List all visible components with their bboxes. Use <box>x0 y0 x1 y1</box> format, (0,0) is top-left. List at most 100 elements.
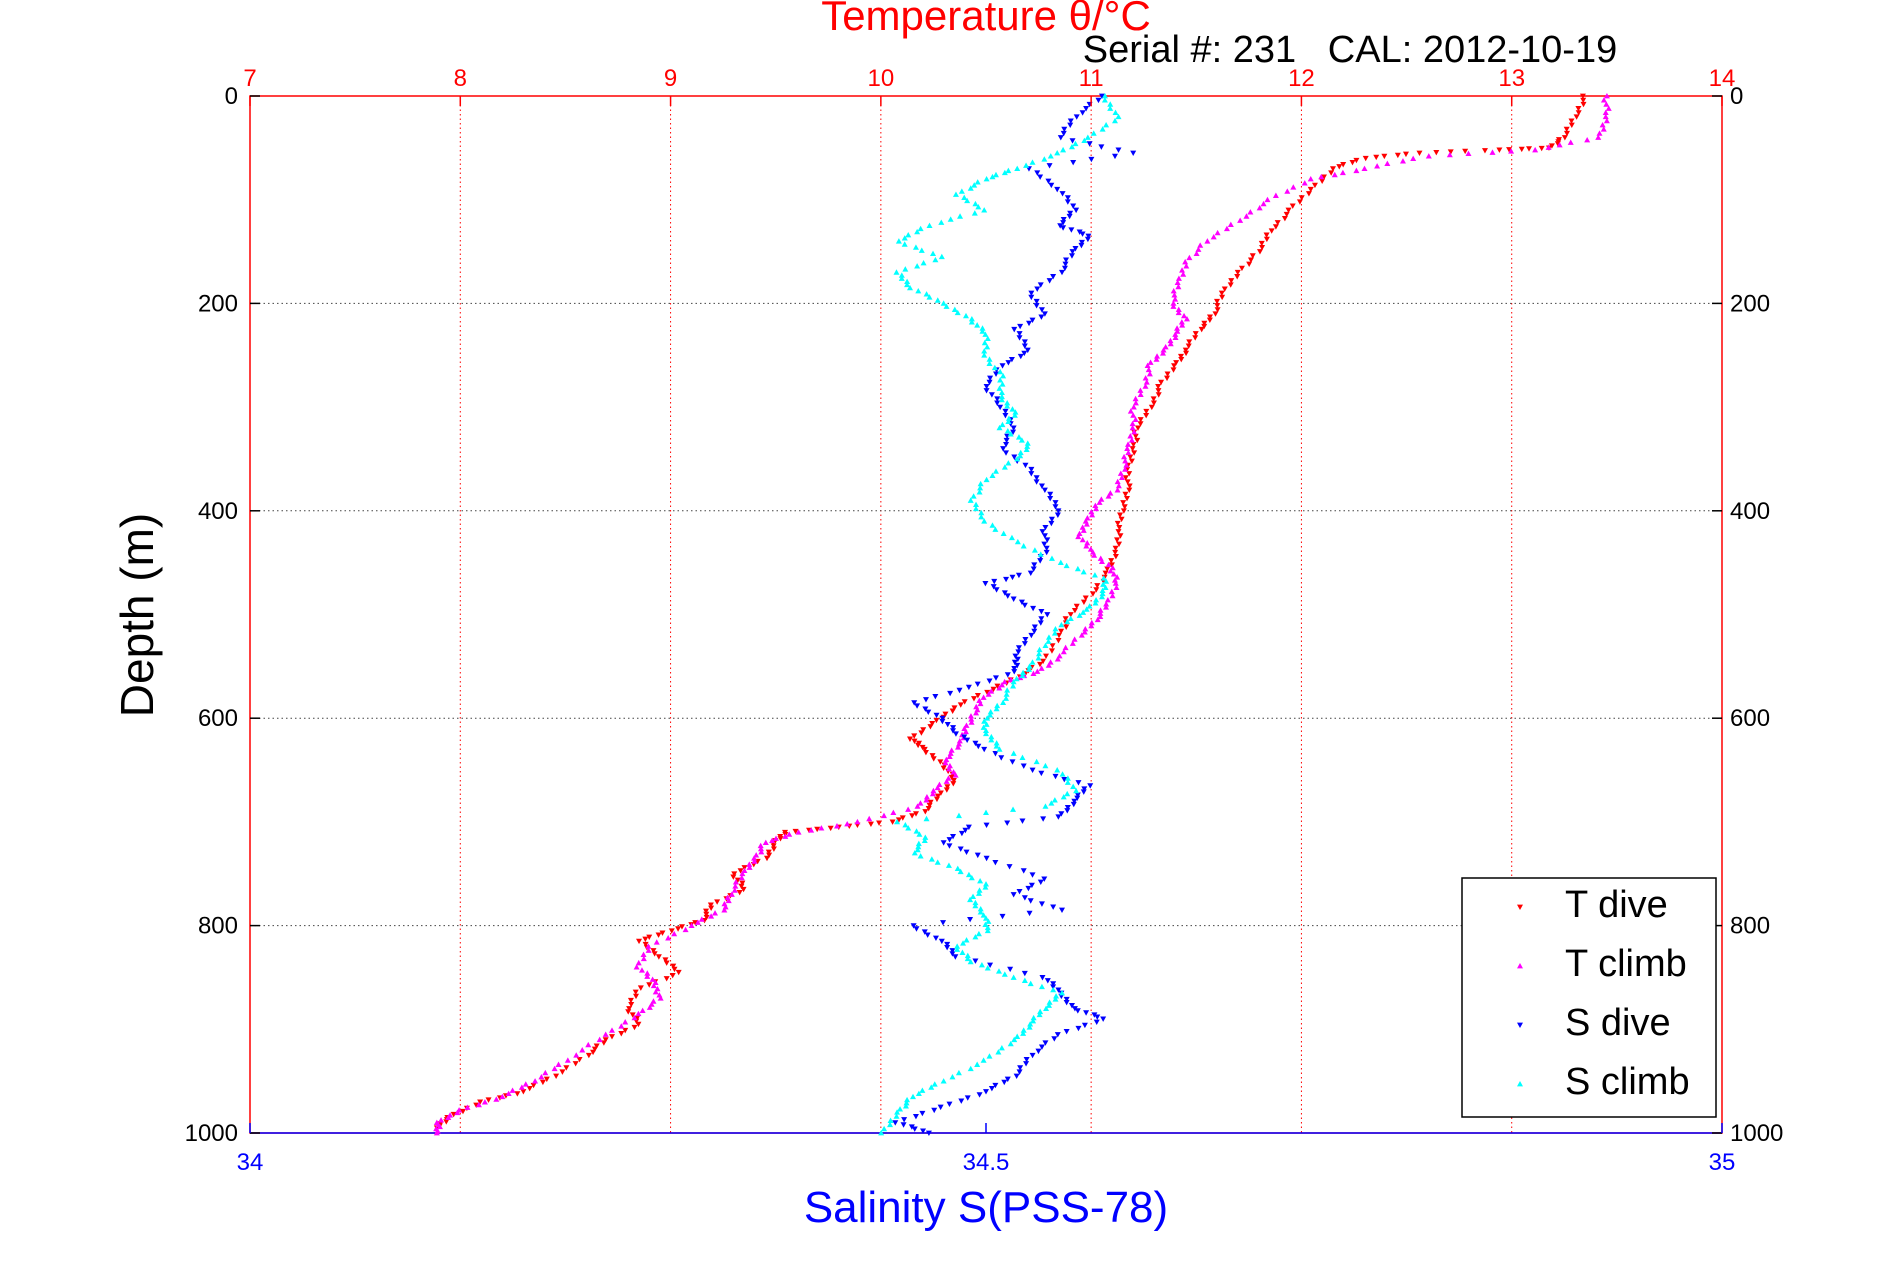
data-point <box>650 982 657 989</box>
data-point <box>1214 307 1221 313</box>
data-point <box>1055 987 1062 993</box>
data-point <box>1132 416 1139 422</box>
data-point <box>964 952 971 959</box>
data-point <box>602 1037 609 1043</box>
data-point <box>987 962 994 969</box>
data-point <box>996 424 1003 431</box>
data-point <box>914 846 921 853</box>
data-point <box>1127 433 1134 439</box>
data-point <box>1318 173 1325 180</box>
data-point <box>1044 537 1051 543</box>
data-point <box>1005 460 1012 466</box>
data-point <box>1007 966 1014 973</box>
data-point <box>1182 347 1189 354</box>
data-point <box>1004 1076 1011 1083</box>
data-point <box>1016 331 1023 337</box>
data-point <box>1011 454 1018 460</box>
data-point <box>1102 584 1109 590</box>
data-point <box>1041 487 1048 494</box>
data-point <box>931 1107 938 1114</box>
data-point <box>1037 174 1044 180</box>
data-point <box>1025 885 1032 892</box>
data-point <box>1603 93 1610 99</box>
data-point <box>960 940 967 946</box>
data-point <box>942 711 949 718</box>
data-point <box>1067 118 1074 124</box>
data-point <box>773 835 780 841</box>
data-point <box>1174 279 1181 286</box>
data-point <box>1001 971 1008 977</box>
data-point <box>894 1109 901 1115</box>
data-point <box>1073 603 1080 610</box>
data-point <box>1041 533 1048 539</box>
data-point <box>984 965 991 971</box>
data-point <box>1026 910 1033 917</box>
data-point <box>1155 392 1162 398</box>
data-point <box>940 300 947 306</box>
data-point <box>1076 229 1083 235</box>
data-point <box>950 728 957 734</box>
data-point <box>443 1119 450 1125</box>
data-point <box>999 381 1006 387</box>
data-point <box>1016 1069 1023 1075</box>
data-point <box>1063 999 1070 1006</box>
data-point <box>1425 153 1432 159</box>
data-point <box>1175 275 1182 281</box>
data-point <box>939 718 946 725</box>
data-point <box>1034 668 1041 674</box>
data-point <box>1052 500 1059 506</box>
data-point <box>952 191 959 197</box>
data-point <box>1068 227 1075 233</box>
data-point <box>893 269 900 275</box>
data-point <box>659 930 666 936</box>
data-point <box>1043 1005 1050 1011</box>
data-point <box>1602 113 1609 120</box>
data-point <box>983 476 990 483</box>
data-point <box>655 932 662 938</box>
data-point <box>1086 603 1093 609</box>
data-point <box>963 937 970 943</box>
data-point <box>703 911 710 918</box>
data-point <box>986 1053 993 1059</box>
data-point <box>940 1078 947 1084</box>
depth-tick-label-right: 600 <box>1730 705 1770 732</box>
data-point <box>983 721 990 727</box>
data-point <box>952 731 959 737</box>
data-point <box>950 778 957 784</box>
data-point <box>1206 314 1213 320</box>
data-point <box>1210 234 1217 240</box>
data-point <box>1024 347 1031 354</box>
data-point <box>642 936 649 943</box>
data-point <box>997 368 1004 375</box>
data-point <box>1349 159 1356 166</box>
data-point <box>985 918 992 924</box>
data-point <box>967 896 974 903</box>
data-point <box>1301 180 1308 186</box>
data-point <box>1108 588 1115 595</box>
data-point <box>475 1101 482 1108</box>
data-point <box>994 683 1001 690</box>
data-point <box>1046 999 1053 1005</box>
data-point <box>1093 1019 1100 1026</box>
data-point <box>1179 267 1186 273</box>
data-point <box>1041 156 1048 162</box>
data-point <box>1050 904 1057 910</box>
data-point <box>1015 649 1022 655</box>
data-point <box>1147 359 1154 365</box>
data-point <box>1329 166 1336 172</box>
data-point <box>645 947 652 953</box>
data-point <box>640 955 647 962</box>
data-point <box>1067 122 1074 129</box>
salinity-tick-label: 35 <box>1709 1149 1736 1176</box>
data-point <box>708 905 715 911</box>
data-point <box>1064 618 1071 625</box>
data-point <box>1185 343 1192 349</box>
data-point <box>633 993 640 1000</box>
data-point <box>1038 665 1045 671</box>
data-point <box>1158 379 1165 386</box>
data-point <box>968 716 975 722</box>
data-point <box>998 755 1005 761</box>
data-point <box>1068 253 1075 259</box>
data-point <box>903 1099 910 1106</box>
data-point <box>646 982 653 988</box>
